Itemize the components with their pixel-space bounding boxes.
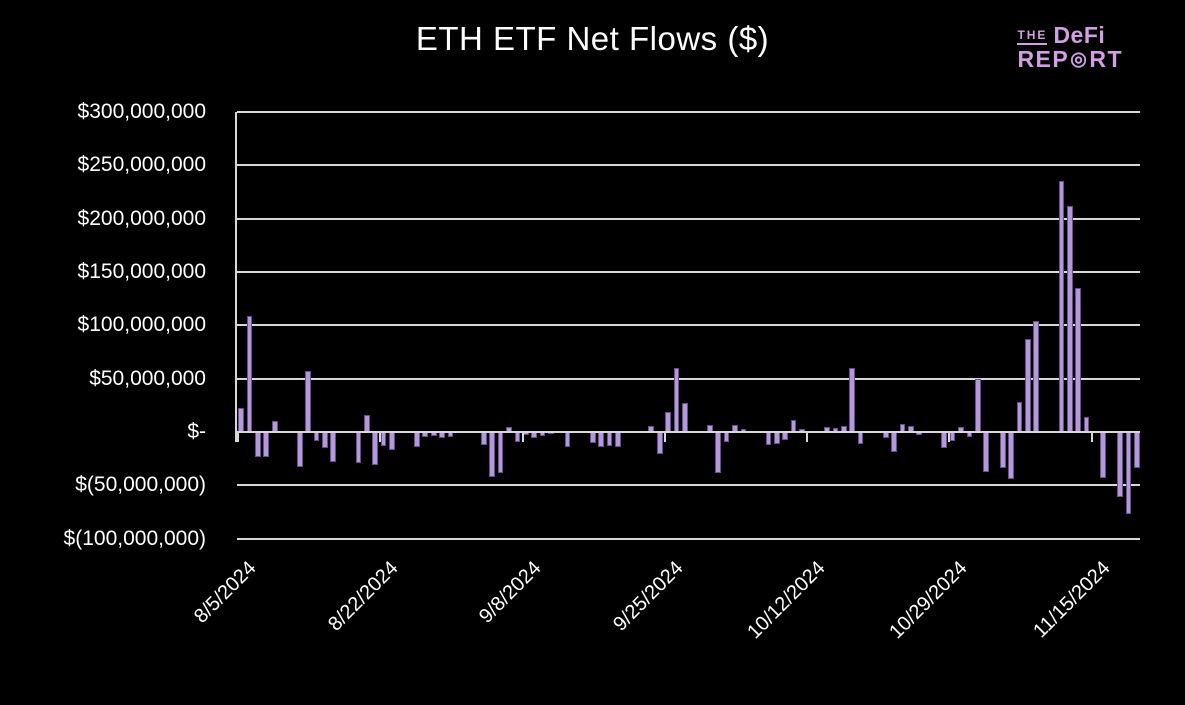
gridline <box>237 110 1140 113</box>
flow-bar <box>598 432 604 447</box>
flow-bar <box>313 432 320 441</box>
flow-bar <box>782 432 789 440</box>
y-axis-tick-label: $50,000,000 <box>89 366 206 390</box>
x-axis-line <box>235 431 1140 433</box>
flow-bar <box>665 411 671 432</box>
gridline <box>237 484 1140 487</box>
flow-bar <box>380 432 387 446</box>
flow-bar <box>891 432 897 453</box>
x-axis-tick <box>1090 432 1093 442</box>
flow-bar <box>1100 432 1107 478</box>
flow-bar <box>263 432 270 457</box>
flow-bar <box>1083 417 1090 432</box>
defi-report-logo: THE DeFi REP ◎ RT <box>1017 24 1123 71</box>
x-axis-tick <box>379 432 382 442</box>
x-axis-tick <box>237 432 239 442</box>
x-axis-tick-label: 8/5/2024 <box>189 557 261 628</box>
flow-bar <box>715 432 722 473</box>
flow-bar <box>238 407 245 432</box>
flow-bar <box>355 432 362 463</box>
flow-bar <box>614 432 621 447</box>
gridline <box>237 217 1140 220</box>
x-axis-tick <box>521 432 524 442</box>
flow-bar <box>589 432 596 443</box>
gridline <box>237 537 1140 540</box>
flow-bar <box>246 315 253 432</box>
y-axis-tick-label: $(50,000,000) <box>75 473 206 497</box>
flow-bar <box>983 432 989 472</box>
gridline <box>237 377 1140 380</box>
x-axis-tick <box>948 432 951 442</box>
flow-bar <box>765 432 772 445</box>
flow-bar <box>481 432 487 445</box>
gridline <box>237 324 1140 327</box>
x-axis-tick-label: 9/25/2024 <box>608 557 688 636</box>
x-axis-tick-label: 10/12/2024 <box>743 557 830 644</box>
flow-bar <box>849 368 856 432</box>
flow-bar <box>681 403 688 432</box>
flow-bar <box>1125 432 1132 515</box>
flow-bar <box>1025 339 1031 432</box>
logo-report-pre: REP <box>1017 46 1070 72</box>
flow-bar <box>1066 205 1073 432</box>
flow-bar <box>296 432 303 468</box>
y-axis-line <box>235 111 237 442</box>
logo-line-2: REP ◎ RT <box>1017 48 1123 71</box>
flow-bar <box>564 432 571 447</box>
flow-bar <box>489 432 496 477</box>
flow-bar <box>363 414 370 432</box>
flow-bar <box>656 432 663 455</box>
flow-bar <box>1133 432 1140 469</box>
bullseye-icon: ◎ <box>1070 49 1089 70</box>
flow-bar <box>1033 321 1040 432</box>
flow-bar <box>606 432 613 446</box>
logo-line-1: THE DeFi <box>1017 24 1123 47</box>
flow-bar <box>999 432 1006 469</box>
x-axis-tick <box>663 432 666 442</box>
chart-title: ETH ETF Net Flows ($) <box>415 20 770 57</box>
flow-bar <box>857 432 864 444</box>
x-axis-tick-label: 9/8/2024 <box>474 557 546 628</box>
x-axis-tick-label: 11/15/2024 <box>1028 557 1115 643</box>
flow-bar <box>330 432 337 462</box>
flow-bar <box>949 432 956 441</box>
flow-bar <box>372 432 378 466</box>
flow-bar <box>941 432 948 448</box>
x-axis-tick-label: 10/29/2024 <box>885 557 972 644</box>
y-axis-tick-label: $100,000,000 <box>77 313 206 337</box>
flow-bar <box>322 432 328 448</box>
y-axis-tick-label: $150,000,000 <box>77 260 206 283</box>
flow-bar <box>974 378 981 432</box>
flow-bar <box>497 432 504 473</box>
flow-bar <box>255 432 261 457</box>
logo-defi-label: DeFi <box>1053 22 1106 48</box>
y-axis-tick-label: $200,000,000 <box>77 206 206 230</box>
gridline <box>237 164 1140 167</box>
flow-bar <box>1117 432 1123 498</box>
flow-bar <box>414 432 420 447</box>
flow-bar <box>774 432 780 444</box>
y-axis-tick-label: $300,000,000 <box>77 99 206 123</box>
y-axis-tick-label: $250,000,000 <box>77 153 206 177</box>
flow-bar <box>1008 432 1015 479</box>
gridline <box>237 271 1140 273</box>
x-axis-tick-label: 8/22/2024 <box>324 557 403 636</box>
flow-bar <box>1016 402 1023 432</box>
y-axis-tick-label: $(100,000,000) <box>63 526 206 550</box>
flow-bar <box>388 432 395 451</box>
logo-the-label: THE <box>1017 29 1048 45</box>
x-axis-tick <box>806 432 809 442</box>
logo-report-post: RT <box>1089 46 1123 72</box>
flow-bar <box>1058 181 1065 432</box>
flow-bar <box>723 432 730 442</box>
flow-bar <box>514 432 521 442</box>
y-axis-tick-label: $- <box>187 420 206 443</box>
flow-bar <box>1075 288 1082 432</box>
flow-bar <box>673 368 680 432</box>
flow-bar <box>305 371 311 432</box>
